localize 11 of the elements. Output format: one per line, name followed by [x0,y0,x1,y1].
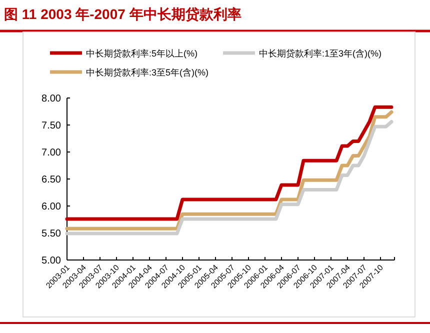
y-tick-label: 8.00 [42,94,62,104]
y-tick-label: 5.50 [42,228,62,240]
y-tick-label: 7.00 [42,148,62,158]
y-tick-label: 6.50 [42,174,62,186]
y-tick-label: 7.50 [42,120,62,132]
legend-label: 中长期贷款利率:1至3年(含)(%) [259,48,382,58]
title: 图 11 2003 年-2007 年中长期贷款利率 [4,6,242,22]
legend-label: 中长期贷款利率:5年以上(%) [86,48,198,58]
legend-label: 中长期贷款利率:3至5年(含)(%) [86,68,209,78]
y-tick-label: 5.00 [42,256,62,266]
y-tick-label: 6.00 [42,202,62,212]
